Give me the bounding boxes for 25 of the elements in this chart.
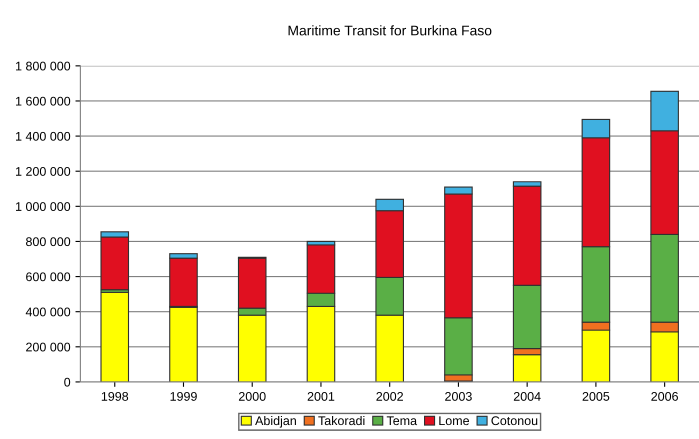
- y-tick-label: 400 000: [26, 307, 70, 316]
- y-tick-label: 1 000 000: [16, 202, 70, 211]
- y-tick-label: 1 800 000: [16, 62, 70, 70]
- x-tick-label: 2003: [445, 392, 472, 401]
- x-tick-label: 2004: [514, 392, 541, 401]
- y-tick-label: 200 000: [26, 342, 70, 352]
- legend-label: Abidjan: [255, 416, 296, 428]
- x-tick-label: 2006: [651, 392, 678, 401]
- y-tick-label: 0: [64, 378, 70, 387]
- y-tick-label: 1 400 000: [16, 132, 70, 141]
- x-tick-label: 2002: [376, 392, 403, 401]
- x-tick-label: 1999: [170, 392, 197, 401]
- x-tick-label: 2000: [238, 392, 266, 401]
- legend-label: Cotonou: [491, 416, 538, 426]
- y-tick-label: 1 200 000: [16, 167, 70, 176]
- x-tick-label: 2005: [582, 392, 610, 401]
- x-tick-label: 1998: [102, 392, 128, 401]
- legend-label: Tema: [386, 416, 418, 426]
- legend-label: Lome: [439, 416, 470, 426]
- legend-label: Takoradi: [318, 416, 364, 426]
- y-tick-label: 1 600 000: [16, 96, 70, 106]
- x-tick-label: 2001: [308, 392, 334, 401]
- chart-title: Maritime Transit for Burkina Faso: [288, 25, 492, 36]
- y-tick-label: 600 000: [26, 272, 70, 282]
- y-tick-label: 800 000: [26, 237, 70, 246]
